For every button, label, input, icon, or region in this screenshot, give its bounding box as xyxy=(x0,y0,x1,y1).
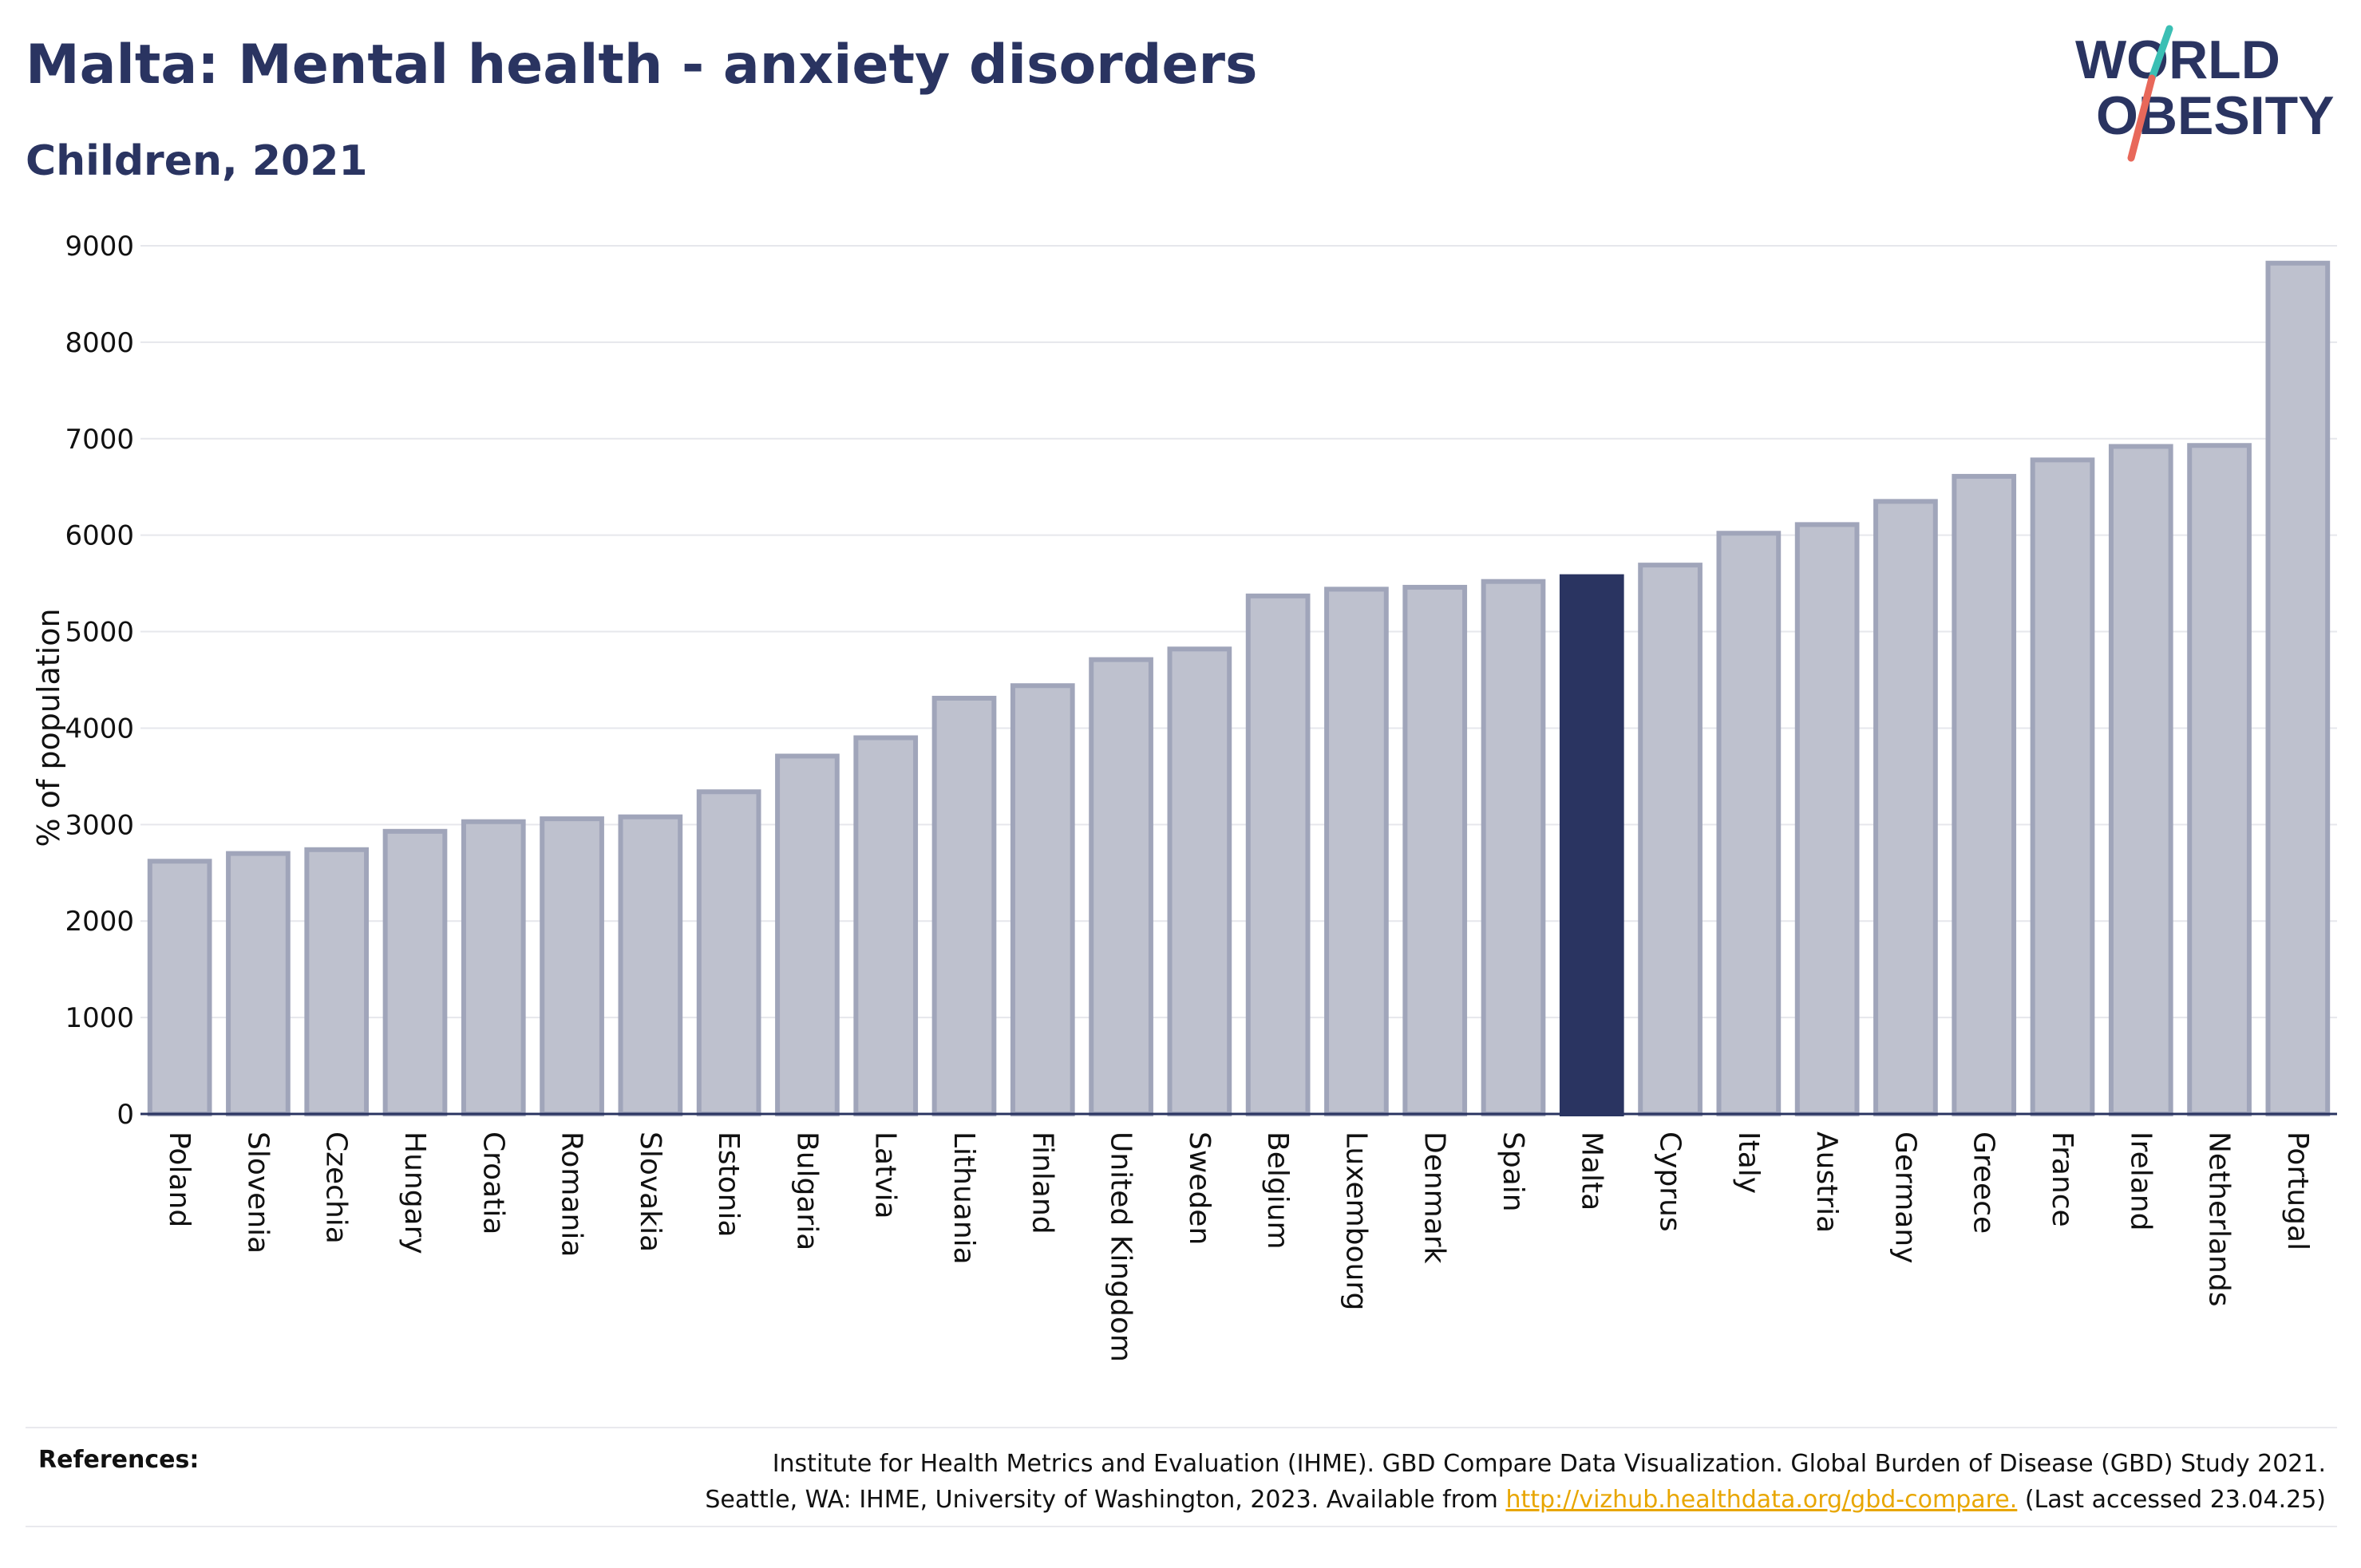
references-line-1: Institute for Health Metrics and Evaluat… xyxy=(772,1450,2326,1478)
x-tick-label: Greece xyxy=(1968,1132,2000,1234)
x-tick-label: Malta xyxy=(1575,1132,1608,1211)
x-tick-label: Denmark xyxy=(1418,1132,1451,1264)
x-tick-label: Poland xyxy=(163,1132,196,1227)
chart-subtitle: Children, 2021 xyxy=(26,137,368,185)
bar xyxy=(1167,646,1232,1116)
bar-chart: 0 1000 2000 3000 4000 5000 6000 7000 8000 9000 % o… xyxy=(31,231,2337,1362)
bar xyxy=(1324,587,1389,1116)
references-text: Institute for Health Metrics and Evaluat… xyxy=(490,1446,2326,1518)
x-tick-label: Slovakia xyxy=(634,1132,666,1252)
logo-line-world: WORLD xyxy=(2075,30,2280,90)
bar xyxy=(931,695,997,1116)
references-line-2-prefix: Seattle, WA: IHME, University of Washing… xyxy=(705,1486,1506,1514)
bar xyxy=(226,851,291,1116)
x-tick-label: United Kingdom xyxy=(1105,1132,1137,1362)
footer-divider-bottom xyxy=(26,1526,2337,1527)
bar xyxy=(147,859,212,1116)
references-line-2-suffix: (Last accessed 23.04.25) xyxy=(2017,1486,2326,1514)
x-tick-label: Estonia xyxy=(712,1132,745,1238)
bar xyxy=(1089,657,1153,1116)
x-tick-label: Finland xyxy=(1026,1132,1058,1234)
x-tick-label: Germany xyxy=(1888,1132,1921,1263)
bar xyxy=(1638,563,1703,1116)
x-tick-label: Austria xyxy=(1810,1132,1843,1233)
bar xyxy=(618,814,683,1116)
x-tick-label: Sweden xyxy=(1183,1132,1216,1245)
bar xyxy=(1481,579,1546,1116)
bar xyxy=(1873,499,1938,1116)
bar xyxy=(1716,531,1782,1116)
x-tick-label: Cyprus xyxy=(1654,1132,1687,1232)
x-tick-label: Latvia xyxy=(869,1132,902,1219)
chart-title: Malta: Mental health - anxiety disorders xyxy=(26,34,1258,97)
y-axis-label: % of population xyxy=(31,608,66,847)
bar xyxy=(696,789,761,1117)
bar xyxy=(1952,473,2017,1116)
bar xyxy=(304,847,370,1116)
y-tick-label: 1000 xyxy=(65,1002,134,1034)
x-tick-label: Bulgaria xyxy=(790,1132,823,1250)
references-link[interactable]: http://vizhub.healthdata.org/gbd-compare… xyxy=(1505,1486,2018,1514)
references-line-2: Seattle, WA: IHME, University of Washing… xyxy=(490,1482,2326,1518)
y-tick-label: 8000 xyxy=(65,327,134,359)
bar xyxy=(2187,443,2252,1116)
bar xyxy=(2265,260,2331,1116)
x-tick-label: Luxembourg xyxy=(1339,1132,1372,1310)
logo-slash-teal xyxy=(2148,25,2173,82)
y-tick-label: 3000 xyxy=(65,809,134,841)
x-tick-label: Belgium xyxy=(1261,1132,1294,1250)
bar xyxy=(382,828,448,1116)
x-tick-label: Czechia xyxy=(320,1132,353,1244)
bar xyxy=(2108,444,2173,1116)
bar xyxy=(2030,457,2095,1116)
y-tick-label: 9000 xyxy=(65,231,134,263)
bar xyxy=(1010,683,1075,1116)
bar xyxy=(461,819,526,1116)
bar xyxy=(1794,522,1860,1116)
bar xyxy=(540,816,604,1116)
y-tick-label: 5000 xyxy=(65,617,134,649)
x-tick-label: Spain xyxy=(1497,1132,1529,1212)
y-tick-label: 7000 xyxy=(65,424,134,456)
x-tick-label: France xyxy=(2046,1132,2078,1227)
x-tick-label: Romania xyxy=(556,1132,588,1257)
bar xyxy=(1559,574,1624,1116)
logo-slash-coral xyxy=(2127,74,2156,162)
x-tick-label: Italy xyxy=(1732,1132,1765,1194)
bar xyxy=(853,735,919,1116)
footer-divider-top xyxy=(26,1427,2337,1428)
x-tick-label: Ireland xyxy=(2124,1132,2157,1231)
x-tick-label: Croatia xyxy=(477,1132,509,1234)
y-tick-label: 6000 xyxy=(65,520,134,552)
bar xyxy=(1402,584,1468,1116)
y-tick-label: 2000 xyxy=(65,906,134,938)
y-tick-label: 0 xyxy=(117,1099,134,1131)
x-tick-label: Lithuania xyxy=(947,1132,980,1265)
x-tick-label: Portugal xyxy=(2281,1132,2314,1250)
x-tick-label: Hungary xyxy=(398,1132,431,1254)
x-tick-label: Netherlands xyxy=(2203,1132,2236,1306)
references-label: References: xyxy=(38,1446,200,1474)
y-tick-label: 4000 xyxy=(65,713,134,745)
x-tick-label: Slovenia xyxy=(241,1132,274,1254)
world-obesity-logo: WORLD OBESITY xyxy=(2075,25,2335,162)
bar xyxy=(775,753,840,1116)
bar xyxy=(1245,593,1311,1116)
